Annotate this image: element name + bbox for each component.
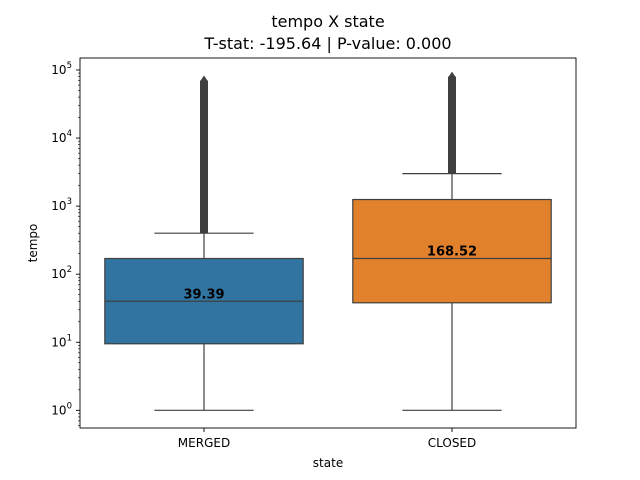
- y-tick-label: 102: [51, 265, 72, 281]
- plot-frame: [79, 57, 577, 429]
- x-axis: MERGED CLOSED: [178, 428, 476, 450]
- y-tick-label: 100: [51, 401, 72, 417]
- outlier-point: [200, 75, 208, 82]
- chart-subtitle: T-stat: -195.64 | P-value: 0.000: [203, 34, 451, 53]
- median-label: 168.52: [427, 245, 477, 260]
- outlier-band: [448, 76, 456, 174]
- x-tick-label-closed: CLOSED: [428, 436, 477, 450]
- y-tick-label: 101: [51, 333, 72, 349]
- outlier-band: [200, 80, 208, 234]
- box-closed: 168.52: [352, 71, 552, 411]
- y-axis: 100 101 102 103 104 105: [51, 61, 80, 426]
- y-tick-label: 105: [51, 61, 72, 77]
- x-tick-label-merged: MERGED: [178, 436, 230, 450]
- plot-area: 39.39 168.52: [104, 71, 552, 411]
- y-tick-label: 103: [51, 197, 72, 213]
- y-axis-label: tempo: [26, 224, 40, 263]
- box-merged: 39.39: [104, 75, 304, 411]
- box-body: [352, 198, 552, 304]
- median-label: 39.39: [183, 287, 224, 302]
- y-tick-label: 104: [51, 129, 72, 145]
- chart-title: tempo X state: [271, 12, 384, 31]
- x-axis-label: state: [313, 456, 343, 470]
- outlier-point: [448, 71, 456, 78]
